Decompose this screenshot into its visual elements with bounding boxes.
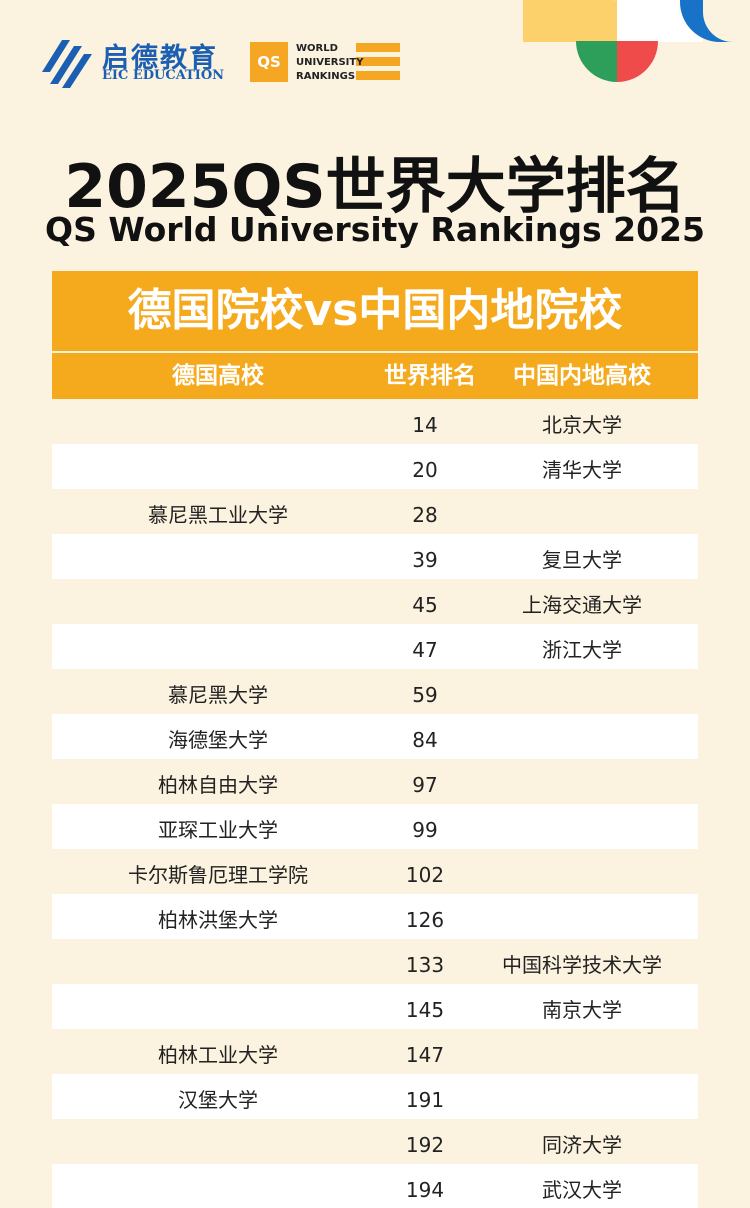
table-row: 柏林工业大学 147 bbox=[52, 1029, 698, 1074]
eic-logo-english: EIC EDUCATION bbox=[102, 68, 225, 83]
world-rank-cell: 59 bbox=[412, 683, 438, 707]
chinese-university-cell bbox=[466, 1029, 698, 1074]
header-german-universities: 德国高校 bbox=[172, 363, 264, 389]
chinese-university-cell: 武汉大学 bbox=[542, 1178, 622, 1202]
table-row: 39 复旦大学 bbox=[52, 534, 698, 579]
world-rank-cell: 20 bbox=[412, 458, 438, 482]
german-university-cell: 汉堡大学 bbox=[178, 1088, 258, 1112]
table-row: 45 上海交通大学 bbox=[52, 579, 698, 624]
world-rank-cell: 39 bbox=[412, 548, 438, 572]
german-university-cell bbox=[52, 984, 384, 1029]
chinese-university-cell: 浙江大学 bbox=[542, 638, 622, 662]
table-row: 柏林自由大学 97 bbox=[52, 759, 698, 804]
table-row: 亚琛工业大学 99 bbox=[52, 804, 698, 849]
world-rank-cell: 145 bbox=[405, 998, 445, 1022]
world-rank-cell: 133 bbox=[405, 953, 445, 977]
qs-logo-box: QS bbox=[250, 42, 288, 82]
eic-education-logo: 启德教育 EIC EDUCATION bbox=[40, 36, 224, 88]
chinese-university-cell bbox=[466, 1074, 698, 1119]
german-university-cell: 慕尼黑大学 bbox=[168, 683, 268, 707]
table-row: 145 南京大学 bbox=[52, 984, 698, 1029]
german-university-cell: 亚琛工业大学 bbox=[158, 818, 278, 842]
german-university-cell bbox=[52, 399, 384, 444]
chinese-university-cell bbox=[466, 894, 698, 939]
table-row: 慕尼黑大学 59 bbox=[52, 669, 698, 714]
chinese-university-cell bbox=[466, 804, 698, 849]
chinese-university-cell bbox=[466, 714, 698, 759]
corner-decoration-circle bbox=[576, 0, 658, 82]
comparison-banner-text: 德国院校vs中国内地院校 bbox=[127, 285, 623, 336]
chinese-university-cell bbox=[466, 849, 698, 894]
german-university-cell bbox=[52, 444, 384, 489]
german-university-cell: 慕尼黑工业大学 bbox=[148, 503, 288, 527]
german-university-cell: 柏林工业大学 bbox=[158, 1043, 278, 1067]
comparison-banner: 德国院校vs中国内地院校 bbox=[52, 271, 698, 351]
german-university-cell bbox=[52, 939, 384, 984]
qs-logo-line: RANKINGS bbox=[296, 71, 356, 82]
table-row: 47 浙江大学 bbox=[52, 624, 698, 669]
world-rank-cell: 14 bbox=[412, 413, 438, 437]
table-row: 海德堡大学 84 bbox=[52, 714, 698, 759]
eic-logo-chinese: 启德教育 bbox=[102, 43, 218, 74]
page-title-chinese: 2025QS世界大学排名 bbox=[64, 152, 686, 222]
german-university-cell: 柏林自由大学 bbox=[158, 773, 278, 797]
page-title-english: QS World University Rankings 2025 bbox=[45, 210, 705, 249]
qs-rankings-logo: QS WORLD UNIVERSITY RANKINGS bbox=[250, 42, 402, 84]
table-row: 14 北京大学 bbox=[52, 399, 698, 444]
chinese-university-cell: 上海交通大学 bbox=[522, 593, 642, 617]
chinese-university-cell: 南京大学 bbox=[542, 998, 622, 1022]
chinese-university-cell: 复旦大学 bbox=[542, 548, 622, 572]
german-university-cell bbox=[52, 624, 384, 669]
world-rank-cell: 28 bbox=[412, 503, 438, 527]
world-rank-cell: 102 bbox=[405, 863, 445, 887]
chinese-university-cell bbox=[466, 759, 698, 804]
german-university-cell: 卡尔斯鲁厄理工学院 bbox=[128, 863, 308, 887]
world-rank-cell: 45 bbox=[412, 593, 438, 617]
world-rank-cell: 191 bbox=[405, 1088, 445, 1112]
german-university-cell bbox=[52, 1119, 384, 1164]
german-university-cell: 海德堡大学 bbox=[168, 728, 268, 752]
chinese-university-cell: 北京大学 bbox=[542, 413, 622, 437]
world-rank-cell: 97 bbox=[412, 773, 438, 797]
world-rank-cell: 194 bbox=[405, 1178, 445, 1202]
chinese-university-cell: 同济大学 bbox=[542, 1133, 622, 1157]
world-rank-cell: 126 bbox=[405, 908, 445, 932]
table-header: 德国高校 世界排名 中国内地高校 bbox=[52, 353, 698, 399]
qs-logo-line: WORLD bbox=[296, 43, 338, 54]
german-university-cell bbox=[52, 1164, 384, 1208]
table-row: 192 同济大学 bbox=[52, 1119, 698, 1164]
chinese-university-cell: 清华大学 bbox=[542, 458, 622, 482]
german-university-cell bbox=[52, 534, 384, 579]
world-rank-cell: 84 bbox=[412, 728, 438, 752]
table-row: 卡尔斯鲁厄理工学院 102 bbox=[52, 849, 698, 894]
chinese-university-cell: 中国科学技术大学 bbox=[502, 953, 662, 977]
qs-logo-line: UNIVERSITY bbox=[296, 57, 364, 68]
chinese-university-cell bbox=[466, 489, 698, 534]
world-rank-cell: 192 bbox=[405, 1133, 445, 1157]
table-row: 194 武汉大学 bbox=[52, 1164, 698, 1208]
table-row: 柏林洪堡大学 126 bbox=[52, 894, 698, 939]
table-row: 20 清华大学 bbox=[52, 444, 698, 489]
german-university-cell: 柏林洪堡大学 bbox=[158, 908, 278, 932]
header-world-rank: 世界排名 bbox=[384, 363, 476, 389]
eic-logo-icon bbox=[42, 40, 92, 88]
world-rank-cell: 47 bbox=[412, 638, 438, 662]
german-university-cell bbox=[52, 579, 384, 624]
chinese-university-cell bbox=[466, 669, 698, 714]
header-chinese-universities: 中国内地高校 bbox=[513, 363, 651, 389]
world-rank-cell: 147 bbox=[405, 1043, 445, 1067]
table-row: 慕尼黑工业大学 28 bbox=[52, 489, 698, 534]
table-row: 汉堡大学 191 bbox=[52, 1074, 698, 1119]
world-rank-cell: 99 bbox=[412, 818, 438, 842]
table-row: 133 中国科学技术大学 bbox=[52, 939, 698, 984]
